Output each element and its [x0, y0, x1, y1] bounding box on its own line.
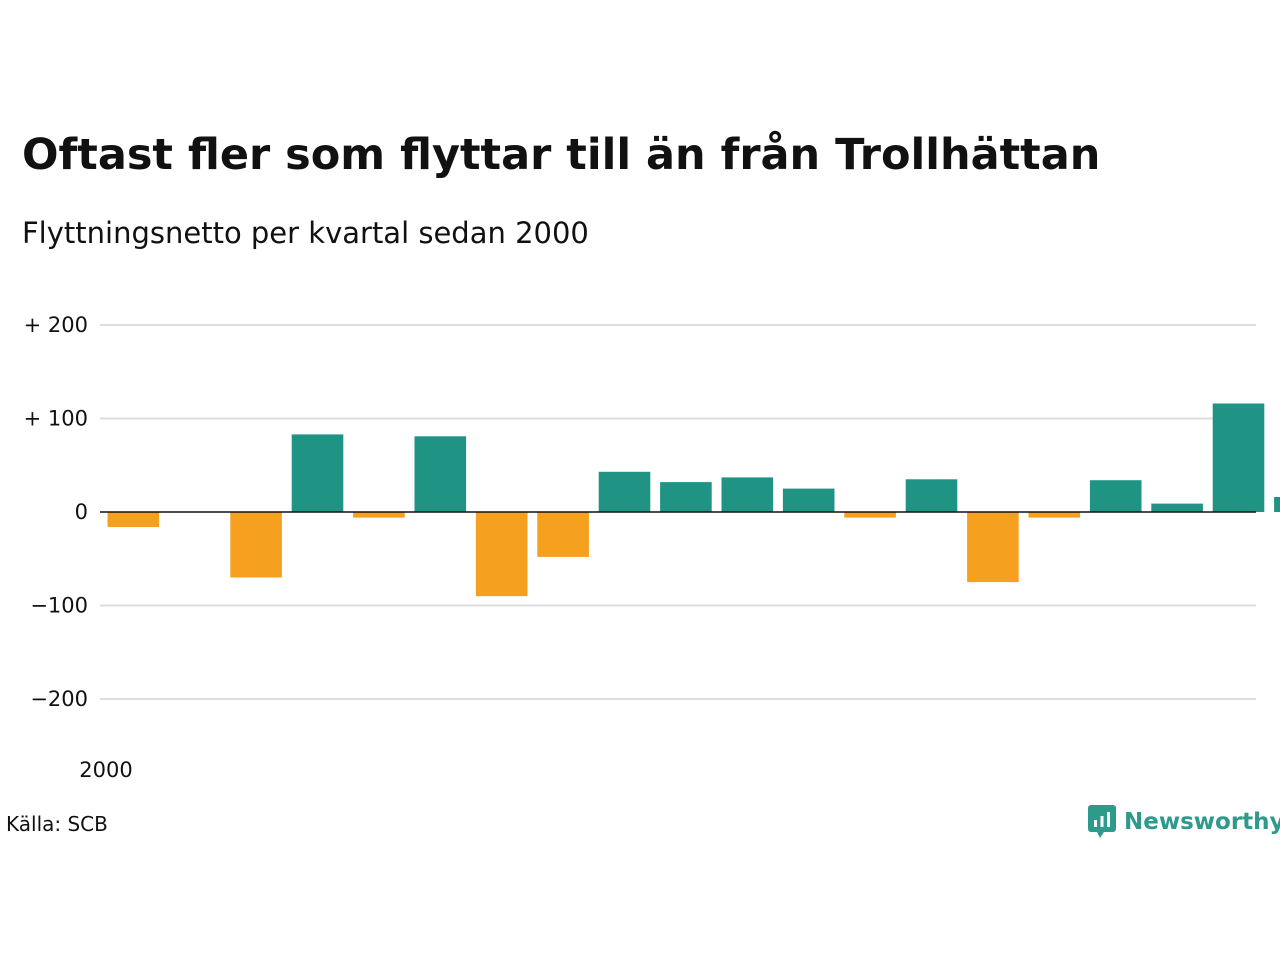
chart-title: Oftast fler som flyttar till än från Tro…: [22, 130, 1101, 180]
bar: [1028, 512, 1081, 518]
bar: [905, 479, 958, 512]
gridlines: [100, 324, 1256, 700]
bar: [414, 436, 467, 512]
bar: [1089, 480, 1142, 512]
bar: [967, 512, 1019, 583]
bar: [721, 477, 774, 512]
brand-name: Newsworthy: [1124, 809, 1280, 835]
bar: [782, 488, 835, 512]
newsworthy-logo-icon: [1088, 805, 1116, 838]
newsworthy-logo[interactable]: Newsworthy: [1088, 804, 1280, 840]
bar: [230, 512, 282, 578]
bar: [844, 512, 896, 518]
x-tick-label: 2000: [79, 758, 132, 782]
bar: [291, 434, 344, 512]
x-axis-ticks: 20002005201020152020: [79, 758, 132, 782]
bar: [660, 482, 712, 512]
bar: [537, 512, 589, 557]
y-tick-label: −100: [30, 594, 88, 618]
bar: [353, 512, 405, 518]
bar: [1151, 503, 1203, 512]
y-tick-label: + 200: [24, 313, 88, 337]
source-note: Källa: SCB: [6, 812, 108, 836]
chart-subtitle: Flyttningsnetto per kvartal sedan 2000: [22, 216, 589, 250]
y-tick-label: 0: [75, 500, 88, 524]
bar: [475, 512, 528, 597]
bar: [598, 471, 651, 512]
y-tick-label: + 100: [24, 407, 88, 431]
bar: [1274, 497, 1280, 512]
bar: [1212, 403, 1265, 512]
y-axis-ticks: + 200 + 100 0 −100 −200: [24, 313, 88, 711]
bars: [107, 403, 1280, 597]
bar: [107, 512, 160, 527]
y-tick-label: −200: [30, 687, 88, 711]
